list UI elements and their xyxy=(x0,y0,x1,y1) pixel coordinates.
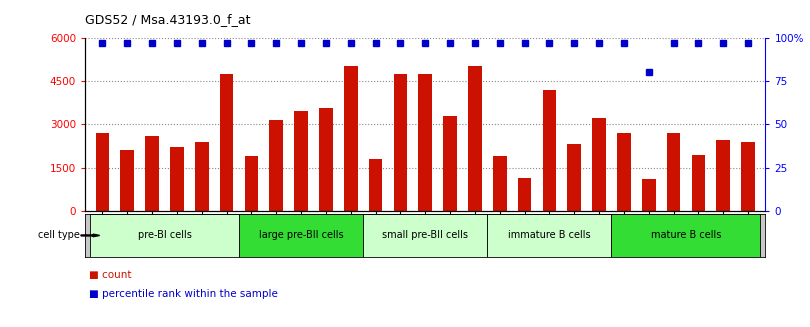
Bar xyxy=(488,214,612,257)
Bar xyxy=(344,66,357,211)
Text: immature B cells: immature B cells xyxy=(508,231,590,240)
Text: ■ count: ■ count xyxy=(89,270,131,280)
Bar xyxy=(592,118,606,211)
Bar xyxy=(96,133,109,211)
Text: GDS52 / Msa.43193.0_f_at: GDS52 / Msa.43193.0_f_at xyxy=(85,13,250,26)
Bar xyxy=(90,214,239,257)
Bar xyxy=(612,214,761,257)
Bar xyxy=(543,90,556,211)
Bar xyxy=(493,156,506,211)
Text: pre-BI cells: pre-BI cells xyxy=(138,231,191,240)
Text: large pre-BII cells: large pre-BII cells xyxy=(258,231,343,240)
Bar xyxy=(270,120,283,211)
Text: ■ percentile rank within the sample: ■ percentile rank within the sample xyxy=(89,289,278,300)
Bar xyxy=(443,115,457,211)
Bar xyxy=(319,108,333,211)
Bar xyxy=(667,133,680,211)
Bar xyxy=(363,214,488,257)
Bar xyxy=(294,111,308,211)
Bar xyxy=(419,74,432,211)
Bar xyxy=(692,155,706,211)
Bar xyxy=(220,74,233,211)
Bar xyxy=(741,142,755,211)
Bar xyxy=(617,133,631,211)
Bar xyxy=(369,159,382,211)
Bar xyxy=(642,179,655,211)
Text: small pre-BII cells: small pre-BII cells xyxy=(382,231,468,240)
Text: mature B cells: mature B cells xyxy=(650,231,721,240)
Bar xyxy=(568,145,581,211)
Bar xyxy=(716,140,730,211)
Bar xyxy=(245,156,258,211)
Bar xyxy=(518,178,531,211)
Bar xyxy=(195,142,209,211)
Bar xyxy=(121,150,134,211)
Bar xyxy=(145,136,159,211)
Bar xyxy=(394,74,407,211)
Text: cell type: cell type xyxy=(38,231,80,240)
Bar xyxy=(239,214,363,257)
Bar xyxy=(170,147,184,211)
Bar xyxy=(468,66,482,211)
